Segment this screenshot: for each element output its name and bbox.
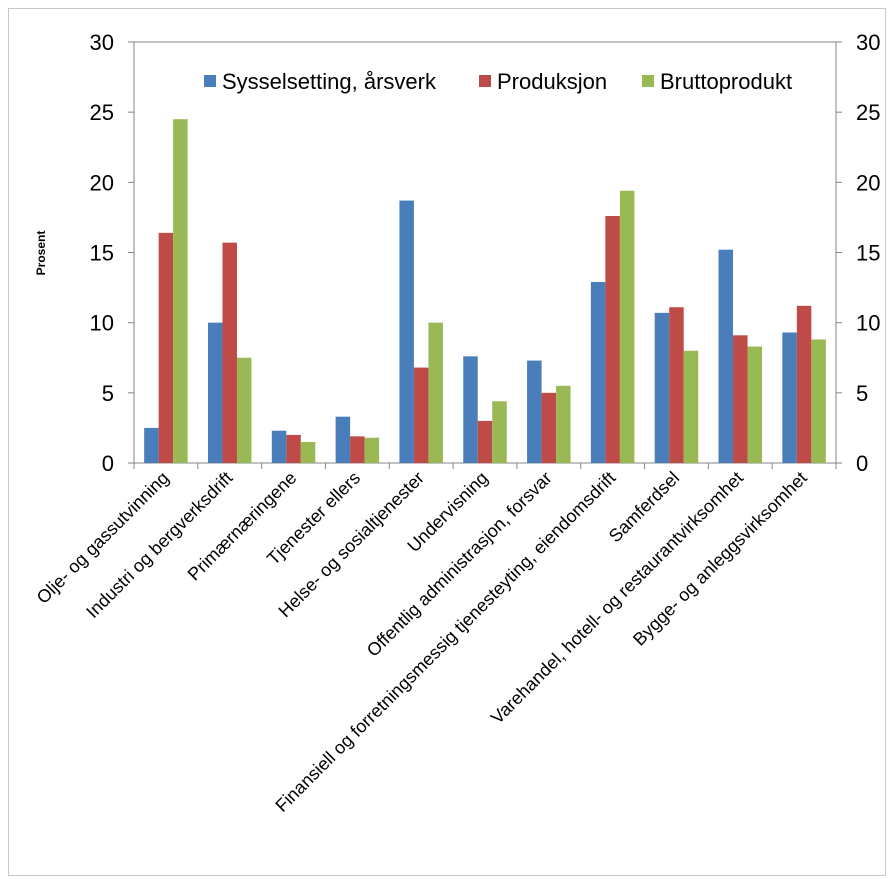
legend-label: Sysselsetting, årsverk <box>222 69 437 94</box>
chart-frame <box>8 8 886 876</box>
bar <box>144 427 159 463</box>
left-y-axis: 0 5 10 15 20 25 30 <box>90 30 134 476</box>
bar <box>207 322 223 463</box>
left-tick-label: 10 <box>90 311 114 336</box>
bar <box>619 190 635 463</box>
bar <box>782 332 797 463</box>
left-tick-label: 5 <box>102 381 114 406</box>
bar <box>236 357 252 463</box>
bar <box>286 434 301 463</box>
right-tick-label: 5 <box>856 381 868 406</box>
bar <box>399 200 414 463</box>
right-tick-label: 0 <box>856 451 868 476</box>
left-tick-label: 30 <box>90 30 114 55</box>
right-tick-label: 10 <box>856 311 880 336</box>
bar <box>158 232 174 463</box>
bars <box>144 119 826 463</box>
bar <box>718 249 734 463</box>
bar <box>335 416 351 463</box>
bar <box>463 356 478 463</box>
bar <box>747 346 763 463</box>
bar <box>605 216 620 463</box>
bar <box>683 350 699 463</box>
bar <box>350 436 365 463</box>
legend-label: Produksjon <box>497 69 607 94</box>
left-tick-label: 0 <box>102 451 114 476</box>
right-tick-label: 30 <box>856 30 880 55</box>
bar <box>271 430 287 463</box>
bar <box>590 281 606 463</box>
legend-swatch <box>642 75 654 87</box>
bar <box>556 385 571 463</box>
bar <box>364 437 380 463</box>
bar <box>300 441 316 463</box>
legend: Sysselsetting, årsverk Produksjon Bruttopr… <box>204 69 792 94</box>
right-tick-label: 20 <box>856 170 880 195</box>
right-y-axis: 0 5 10 15 20 25 30 <box>836 30 880 476</box>
bar <box>173 119 188 463</box>
y-axis-label: Prosent <box>34 231 48 276</box>
legend-swatch <box>204 75 216 87</box>
left-tick-label: 25 <box>90 100 114 125</box>
legend-label: Bruttoprodukt <box>660 69 792 94</box>
right-tick-label: 15 <box>856 241 880 266</box>
legend-swatch <box>479 75 491 87</box>
left-tick-label: 20 <box>90 170 114 195</box>
bar <box>477 420 493 463</box>
bar <box>669 307 684 463</box>
category-label: Primærnæringene <box>184 468 301 585</box>
bar <box>811 339 826 463</box>
bar <box>796 305 812 463</box>
bar <box>492 401 507 463</box>
bar <box>222 242 237 463</box>
left-tick-label: 15 <box>90 241 114 266</box>
bar <box>733 335 748 463</box>
bar <box>527 360 542 463</box>
bar <box>413 367 429 463</box>
bar <box>541 392 557 463</box>
bar <box>654 312 670 463</box>
right-tick-label: 25 <box>856 100 880 125</box>
bar <box>428 322 443 463</box>
